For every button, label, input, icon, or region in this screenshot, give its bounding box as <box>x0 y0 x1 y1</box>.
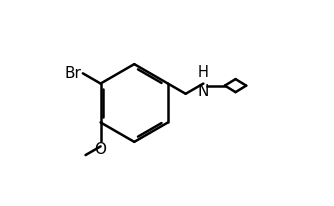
Text: H: H <box>198 66 209 81</box>
Text: Br: Br <box>65 66 82 81</box>
Text: N: N <box>198 84 209 98</box>
Text: O: O <box>95 142 107 157</box>
